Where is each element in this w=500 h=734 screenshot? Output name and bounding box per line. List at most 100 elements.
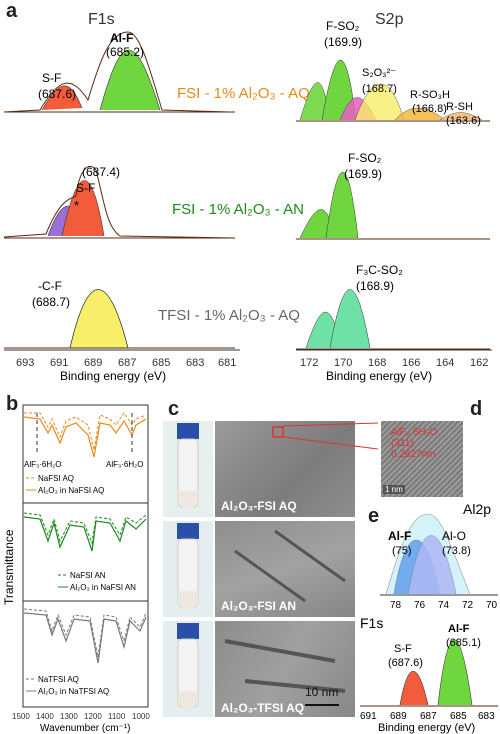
s2p-row1-spectrum (296, 59, 490, 122)
f1s-row2-star: * (74, 198, 79, 213)
svg-text:691: 691 (360, 711, 377, 722)
panel-b-figure: Transmittance AlF₃·6H₂O AlF₃·6H₂O NaFSI … (2, 404, 150, 734)
s2p-row2-fso2-value: (169.9) (344, 167, 382, 181)
row-label-fsi-aq: FSI - 1% Al₂O₃ - AQ (177, 85, 310, 102)
s2p-rsh-label: R-SH (446, 101, 473, 113)
f1s-row1-spectrum (3, 31, 235, 113)
tem-label-fsi-aq: Al₂O₃-FSI AQ (221, 499, 297, 513)
svg-text:76: 76 (414, 600, 426, 611)
panel-b-xlabel: Wavenumber (cm⁻¹) (40, 723, 130, 734)
vial-photo-tfsi-aq (163, 621, 213, 717)
s2p-s2o3-value: (168.7) (362, 83, 397, 95)
e-f1s-sf-value: (687.6) (388, 657, 423, 669)
tem-label-tfsi-aq: Al₂O₃-TFSI AQ (221, 701, 305, 715)
legend-natfsi-aq: NaTFSI AQ (38, 675, 79, 684)
s2p-header: S2p (375, 11, 404, 28)
s2p-rso3h-value: (166.8) (412, 103, 447, 115)
vial-photo-fsi-aq (163, 421, 213, 517)
annotation-alf3-left: AlF₃·6H₂O (24, 460, 61, 469)
f1s-xlabel: Binding energy (eV) (60, 369, 166, 383)
e-f1s-sf-label: S-F (394, 643, 412, 655)
svg-text:166: 166 (402, 357, 420, 369)
svg-text:74: 74 (438, 600, 450, 611)
e-f1s-ticks: 691 689 687 685 683 (360, 711, 495, 722)
svg-text:1500: 1500 (12, 712, 30, 721)
svg-text:1400: 1400 (36, 712, 54, 721)
f1s-row2-sf-value: (687.4) (82, 165, 120, 179)
al2p-alf-label: Al-F (388, 529, 411, 543)
svg-text:691: 691 (50, 357, 68, 369)
f1s-peak-sf-label: S-F (42, 71, 61, 85)
hrtem-phase: AlF₃ 6H₂O (391, 427, 438, 438)
annotation-alf3-right: AlF₃·6H₂O (106, 460, 143, 469)
hrtem-scalebar: 1 nm (383, 485, 405, 494)
svg-text:70: 70 (486, 600, 498, 611)
s2p-row3-spectrum (296, 289, 490, 350)
svg-text:687: 687 (420, 711, 437, 722)
s2p-xlabel: Binding energy (eV) (326, 369, 432, 383)
f1s-row3-spectrum (4, 289, 235, 349)
row-label-tfsi-aq: TFSI - 1% Al₂O₃ - AQ (158, 307, 300, 324)
panel-b-ylabel: Transmittance (2, 529, 16, 605)
svg-text:1200: 1200 (84, 712, 102, 721)
svg-text:683: 683 (478, 711, 495, 722)
s2p-row3-f3c-value: (168.9) (356, 279, 394, 293)
svg-text:1000: 1000 (132, 712, 150, 721)
legend-al2o3-nafsi-an: Al₂O₃ in NaFSI AN (70, 583, 136, 592)
svg-text:72: 72 (462, 600, 474, 611)
f1s-row3-cf-label: -C-F (38, 279, 62, 293)
f1s-peak-sf-value: (687.6) (38, 87, 76, 101)
s2p-fso2-value: (169.9) (324, 35, 362, 49)
svg-text:683: 683 (186, 357, 204, 369)
f1s-peak-alf-label: Al-F (110, 31, 133, 45)
legend-nafsi-an: NaFSI AN (70, 571, 106, 580)
panel-a-letter: a (6, 0, 18, 22)
s2p-rsh-value: (163.6) (446, 115, 481, 127)
panel-d-letter: d (470, 398, 483, 420)
svg-text:170: 170 (334, 357, 352, 369)
f1s-axis-ticks: 693 691 689 687 685 683 681 (16, 357, 236, 369)
tem-image-tfsi-aq: Al₂O₃-TFSI AQ 10 nm (215, 621, 355, 717)
svg-text:1300: 1300 (60, 712, 78, 721)
vial-photo-fsi-an (163, 521, 213, 617)
al2p-alf-value: (75) (392, 545, 412, 557)
al2p-alo-value: (73.8) (442, 545, 471, 557)
svg-text:685: 685 (450, 711, 467, 722)
svg-text:1100: 1100 (108, 712, 126, 721)
legend-nafsi-aq: NaFSI AQ (38, 474, 74, 483)
f1s-row2-sf-label: S-F (76, 181, 95, 195)
e-f1s-alf-label: Al-F (448, 623, 470, 635)
row-label-fsi-an: FSI - 1% Al₂O₃ - AN (172, 201, 304, 218)
f1s-peak-alf-value: (685.2) (106, 45, 144, 59)
hrtem-spacing: 0.2627nm (391, 449, 436, 460)
s2p-row2-fso2-label: F-SO₂ (348, 151, 382, 165)
panel-b-ticks: 1500 1400 1300 1200 1100 1000 (12, 712, 150, 721)
svg-text:162: 162 (470, 357, 488, 369)
f1s-row2-spectrum (3, 165, 236, 239)
e-f1s-title: F1s (360, 615, 383, 631)
e-xlabel: Binding energy (eV) (378, 722, 475, 734)
tem-image-fsi-aq: Al₂O₃-FSI AQ (215, 421, 355, 517)
f1s-row3-cf-value: (688.7) (32, 295, 70, 309)
svg-text:685: 685 (152, 357, 170, 369)
svg-text:164: 164 (436, 357, 454, 369)
zoom-lines (282, 422, 379, 450)
s2p-fso2-label: F-SO₂ (326, 19, 360, 33)
f1s-header: F1s (88, 11, 115, 28)
svg-text:693: 693 (16, 357, 34, 369)
svg-text:168: 168 (368, 357, 386, 369)
al2p-alo-label: Al-O (442, 529, 466, 543)
al2p-ticks: 78 76 74 72 70 (390, 600, 498, 611)
svg-text:681: 681 (218, 357, 236, 369)
s2p-row3-f3c-label: F₃C-SO₂ (356, 263, 403, 277)
panel-e-figure: Al2p Al-F (75) Al-O (73.8) 78 76 74 72 7… (360, 501, 498, 734)
svg-text:78: 78 (390, 600, 402, 611)
tem-scalebar-label: 10 nm (305, 685, 339, 699)
panel-a-figure: F1s S2p S-F (687.6) Al-F (685.2) S-F (68… (3, 11, 492, 383)
hrtem-image: AlF₃ 6H₂O (311) 0.2627nm 1 nm (381, 421, 463, 497)
s2p-s2o3-label: S₂O₃²⁻ (362, 67, 396, 79)
e-f1s-alf-value: (685.1) (446, 637, 481, 649)
svg-text:689: 689 (84, 357, 102, 369)
svg-text:172: 172 (300, 357, 318, 369)
legend-al2o3-natfsi-aq: Al₂O₃ in NaTFSI AQ (38, 687, 109, 696)
